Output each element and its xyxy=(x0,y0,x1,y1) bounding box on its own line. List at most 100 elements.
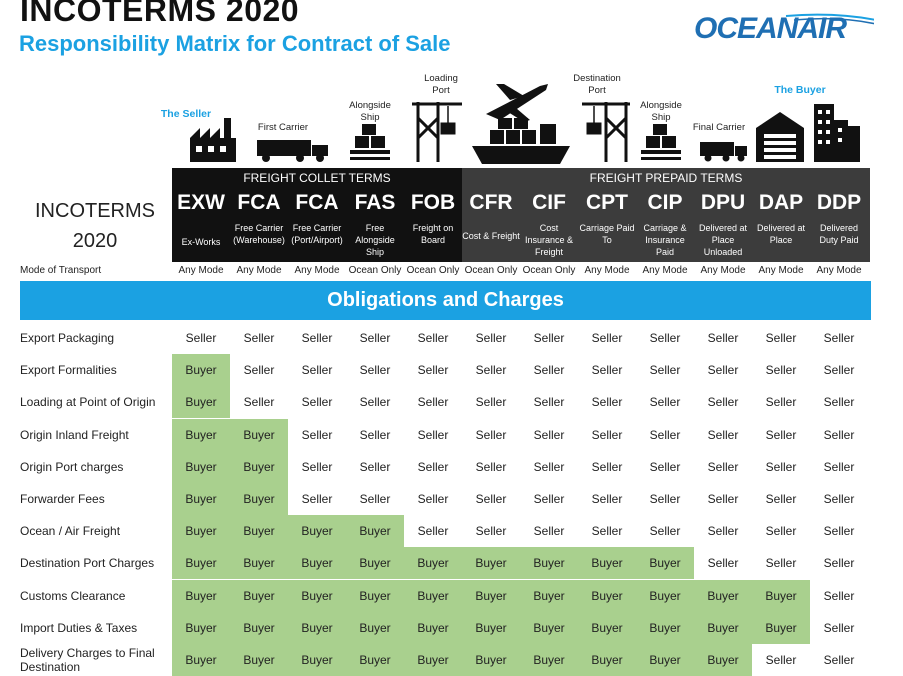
table-cell: Seller xyxy=(765,459,797,474)
table-cell: Seller xyxy=(823,524,855,539)
term-code-fca: FCA xyxy=(295,191,339,214)
table-cell: Buyer xyxy=(172,386,230,419)
truck-icon xyxy=(257,140,328,162)
table-cell: Buyer xyxy=(404,547,462,580)
mode-of-transport: Ocean Only xyxy=(464,265,518,276)
logo-swoosh-icon xyxy=(785,13,874,25)
table-cell: Seller xyxy=(591,492,623,506)
table-cell: Seller xyxy=(301,492,333,506)
table-cell: Seller xyxy=(359,459,391,474)
label-the-buyer: The Buyer xyxy=(774,84,826,96)
table-cell: Seller xyxy=(765,363,797,378)
table-cell: Seller xyxy=(707,492,739,506)
term-description: Cost Insurance & Freight xyxy=(524,223,574,257)
term-code-cif: CIF xyxy=(532,191,566,214)
table-cell: Seller xyxy=(707,363,739,378)
row-label: Export Formalities xyxy=(20,363,117,378)
table-cell: Buyer xyxy=(230,579,288,612)
table-cell: Buyer xyxy=(172,579,230,612)
table-cell: Buyer xyxy=(752,611,810,644)
freight-prepaid-bar: FREIGHT PREPAID TERMS xyxy=(462,168,870,189)
term-description: Carriage Paid To xyxy=(579,223,635,245)
term-code-cfr: CFR xyxy=(469,191,513,214)
table-cell: Seller xyxy=(765,524,797,539)
table-cell: Seller xyxy=(475,459,507,474)
table-cell: Buyer xyxy=(462,579,520,612)
table-cell: Seller xyxy=(533,363,565,378)
table-cell: Seller xyxy=(765,653,797,667)
logo-text: OCEANAIR xyxy=(694,12,847,45)
table-cell: Buyer xyxy=(694,579,752,612)
page-title: INCOTERMS 2020 xyxy=(20,0,300,28)
term-description: Carriage & Insurance Paid xyxy=(643,223,687,257)
row-label: Customs Clearance xyxy=(20,588,126,603)
table-cell: Buyer xyxy=(752,579,810,612)
table-cell: Buyer xyxy=(230,418,288,451)
label-the-seller: The Seller xyxy=(160,108,212,120)
table-cell: Buyer xyxy=(346,515,404,548)
table-cell: Seller xyxy=(475,492,507,506)
term-description: Delivered at Place Unloaded xyxy=(698,223,748,257)
table-cell: Seller xyxy=(475,331,507,345)
row-label: Origin Port charges xyxy=(20,459,124,474)
term-code-dpu: DPU xyxy=(700,191,746,214)
table-cell: Seller xyxy=(823,653,855,667)
table-cell: Buyer xyxy=(462,644,520,676)
table-cell: Seller xyxy=(823,395,855,410)
term-description: Delivered at Place xyxy=(756,223,806,245)
table-cell: Seller xyxy=(591,427,623,442)
table-cell: Seller xyxy=(533,427,565,442)
table-cell: Buyer xyxy=(520,579,578,612)
table-cell: Buyer xyxy=(230,450,288,483)
oceanair-logo: OCEANAIR xyxy=(694,12,874,45)
pallet-icon xyxy=(641,124,681,160)
table-cell: Seller xyxy=(475,395,507,410)
table-cell: Seller xyxy=(359,427,391,442)
table-cell: Seller xyxy=(301,331,333,345)
label-alongside-ship-2: Alongside Ship xyxy=(640,100,682,123)
row-label: Loading at Point of Origin xyxy=(20,395,156,410)
term-description: Cost & Freight xyxy=(462,231,520,241)
table-cell: Buyer xyxy=(520,547,578,580)
label-alongside-ship-1: Alongside Ship xyxy=(349,100,391,123)
mode-of-transport: Any Mode xyxy=(236,265,282,276)
table-cell: Seller xyxy=(185,331,217,345)
table-cell: Buyer xyxy=(462,611,520,644)
table-cell: Seller xyxy=(301,459,333,474)
term-code-dap: DAP xyxy=(758,191,804,214)
table-cell: Buyer xyxy=(520,644,578,676)
table-cell: Buyer xyxy=(404,644,462,676)
row-label: Import Duties & Taxes xyxy=(20,620,138,635)
table-cell: Seller xyxy=(823,331,855,345)
table-cell: Seller xyxy=(707,556,739,571)
table-cell: Seller xyxy=(649,363,681,378)
table-cell: Seller xyxy=(765,556,797,571)
table-cell: Buyer xyxy=(172,450,230,483)
table-cell: Seller xyxy=(765,427,797,442)
table-cell: Seller xyxy=(475,363,507,378)
table-cell: Buyer xyxy=(172,644,230,676)
table-cell: Buyer xyxy=(346,579,404,612)
cargo-ship-icon xyxy=(472,118,570,164)
table-cell: Buyer xyxy=(578,611,636,644)
table-cell: Seller xyxy=(823,427,855,442)
row-label: Delivery Charges to Final Destination xyxy=(20,646,155,674)
table-cell: Seller xyxy=(823,556,855,571)
table-cell: Buyer xyxy=(346,644,404,676)
table-cell: Buyer xyxy=(694,611,752,644)
table-cell: Seller xyxy=(823,492,855,506)
table-cell: Seller xyxy=(359,331,391,345)
table-cell: Buyer xyxy=(346,611,404,644)
label-first-carrier: First Carrier xyxy=(257,122,309,133)
table-cell: Seller xyxy=(707,331,739,345)
table-cell: Seller xyxy=(243,395,275,410)
table-cell: Seller xyxy=(417,363,449,378)
table-cell: Buyer xyxy=(578,547,636,580)
table-cell: Seller xyxy=(707,459,739,474)
table-cell: Seller xyxy=(591,395,623,410)
airplane-icon xyxy=(486,84,548,122)
table-cell: Buyer xyxy=(230,547,288,580)
table-cell: Buyer xyxy=(404,579,462,612)
table-cell: Seller xyxy=(649,427,681,442)
table-cell: Buyer xyxy=(636,644,694,676)
